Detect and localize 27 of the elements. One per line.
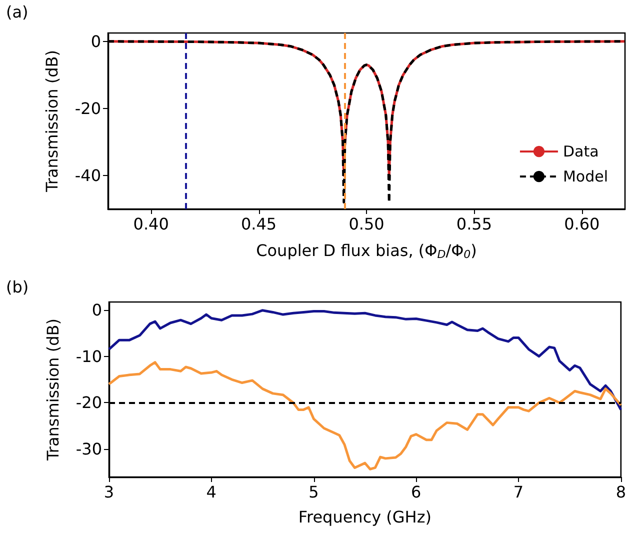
y-tick-label: -20 — [76, 393, 102, 412]
x-tick-label: 0.55 — [456, 214, 492, 234]
text: (b) — [6, 278, 29, 296]
y-tick-label: -20 — [74, 98, 101, 118]
x-tick-label: 7 — [513, 482, 524, 502]
x-tick-label: 0.45 — [240, 214, 277, 234]
y-axis-title: Transmission (dB) — [42, 50, 62, 194]
x-tick-label: 0.50 — [348, 214, 384, 234]
y-axis-title: Transmission (dB) — [44, 318, 62, 462]
line-series — [108, 309, 622, 411]
x-tick-label: 0.60 — [564, 214, 600, 234]
x-axis-title: Frequency (GHz) — [298, 508, 432, 526]
legend-label: Model — [562, 168, 608, 186]
x-tick-label: 5 — [308, 482, 319, 502]
x-tick-label: 0.40 — [133, 214, 169, 234]
legend-label: Data — [562, 142, 599, 160]
x-tick-label: 8 — [616, 482, 626, 502]
x-tick-label: 6 — [411, 482, 422, 502]
line-series — [108, 361, 622, 470]
x-tick-label: 3 — [104, 482, 114, 502]
y-tick-label: 0 — [92, 300, 102, 320]
text: (a) — [6, 2, 28, 22]
y-tick-label: -30 — [76, 440, 102, 459]
y-tick-label: -10 — [76, 346, 102, 366]
x-tick-label: 4 — [206, 482, 216, 502]
y-tick-label: -40 — [74, 166, 101, 185]
y-tick-label: 0 — [90, 32, 101, 51]
